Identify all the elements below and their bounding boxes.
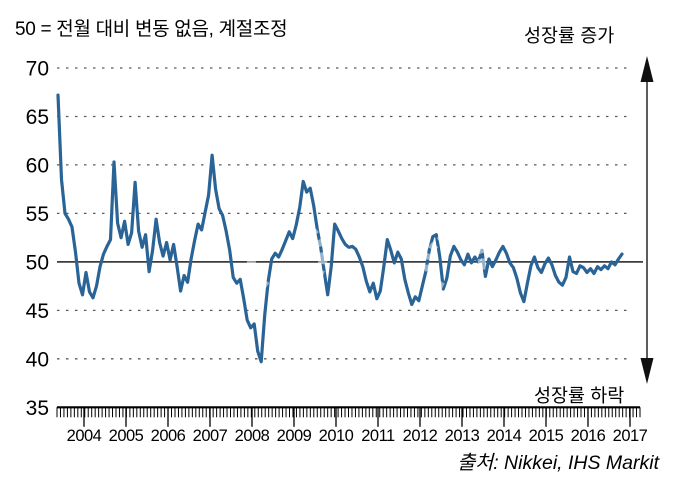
- gridlines: [57, 67, 643, 360]
- growth-decline-label: 성장률 하락: [534, 385, 625, 406]
- x-tick-label: 2010: [319, 427, 354, 445]
- y-tick-label: 65: [26, 106, 49, 129]
- x-tick-label: 2013: [445, 427, 480, 445]
- growth-increase-label: 성장률 증가: [524, 25, 615, 46]
- x-tick-label: 2014: [487, 427, 522, 445]
- arrow-down-head: [640, 358, 654, 384]
- x-tick-label: 2005: [109, 427, 144, 445]
- y-tick-label: 70: [26, 58, 49, 81]
- x-tick-label: 2015: [529, 427, 564, 445]
- x-axis-labels: 2004 2005 2006 2007 2008 2009 2010 2011 2012 2013…: [67, 427, 649, 445]
- x-tick-label: 2007: [193, 427, 228, 445]
- x-tick-label: 2011: [361, 427, 395, 445]
- x-tick-label: 2009: [277, 427, 312, 445]
- x-axis: [56, 406, 641, 427]
- range-arrow: [640, 56, 654, 384]
- x-tick-label: 2017: [613, 427, 648, 445]
- arrow-up-head: [640, 56, 654, 82]
- watermark: [246, 216, 486, 298]
- y-tick-label: 35: [26, 397, 49, 420]
- y-tick-label: 50: [26, 251, 49, 274]
- x-tick-label: 2006: [151, 427, 186, 445]
- x-tick-label: 2016: [571, 427, 606, 445]
- y-tick-label: 55: [26, 203, 49, 226]
- y-axis-labels: 35 40 45 50 55 60 65 70: [26, 58, 49, 420]
- x-tick-label: 2008: [235, 427, 270, 445]
- y-tick-label: 40: [26, 348, 49, 371]
- source-caption: 출처: Nikkei, IHS Markit: [457, 452, 659, 474]
- x-tick-label: 2004: [67, 427, 102, 445]
- x-tick-label: 2012: [403, 427, 438, 445]
- y-tick-label: 60: [26, 154, 49, 177]
- y-tick-label: 45: [26, 300, 49, 323]
- chart-subtitle: 50 = 전월 대비 변동 없음, 계절조정: [15, 19, 288, 40]
- pmi-series-line: [56, 93, 624, 364]
